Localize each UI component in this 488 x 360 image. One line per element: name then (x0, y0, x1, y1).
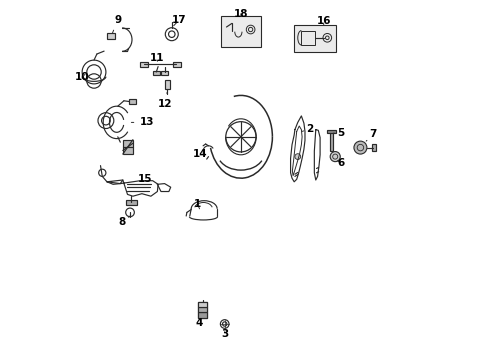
Text: 13: 13 (131, 117, 154, 127)
Text: 1: 1 (194, 199, 201, 210)
Bar (140, 62, 148, 67)
Bar (198, 302, 207, 307)
Bar (371, 144, 375, 151)
Text: 7: 7 (366, 129, 376, 141)
Bar (294, 25, 335, 52)
Text: 4: 4 (195, 318, 203, 328)
Bar (122, 140, 133, 154)
Text: 2: 2 (302, 124, 313, 134)
Text: 10: 10 (75, 72, 90, 82)
Bar (152, 71, 160, 75)
Bar (198, 302, 207, 318)
Bar (198, 307, 207, 312)
Text: 6: 6 (337, 158, 344, 168)
Text: 18: 18 (233, 9, 247, 19)
Bar (301, 31, 314, 45)
Text: 16: 16 (316, 16, 330, 26)
Bar (125, 200, 136, 205)
Bar (173, 62, 181, 67)
Text: 14: 14 (193, 149, 207, 159)
Bar (161, 71, 168, 75)
Text: 5: 5 (332, 128, 344, 138)
Text: 8: 8 (118, 216, 130, 228)
Bar (329, 131, 332, 151)
Bar (326, 130, 335, 133)
Circle shape (353, 141, 366, 154)
Text: 17: 17 (171, 15, 186, 26)
Bar (164, 80, 170, 89)
Text: 15: 15 (138, 174, 152, 184)
Circle shape (329, 152, 340, 162)
Bar (107, 33, 115, 39)
Bar (221, 16, 260, 47)
Bar (128, 99, 136, 104)
Text: 11: 11 (150, 53, 164, 63)
Circle shape (294, 154, 300, 159)
Text: 3: 3 (221, 329, 228, 339)
Text: 12: 12 (157, 93, 171, 109)
Bar (198, 312, 207, 318)
Text: 9: 9 (112, 15, 121, 33)
